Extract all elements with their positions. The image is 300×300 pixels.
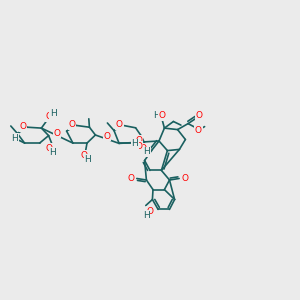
Text: O: O	[54, 129, 61, 138]
Text: O: O	[135, 142, 142, 151]
Text: H: H	[143, 211, 150, 220]
Text: O: O	[80, 151, 88, 160]
Text: O: O	[195, 126, 202, 135]
Text: H: H	[144, 147, 150, 156]
Text: O: O	[45, 112, 52, 121]
Text: O: O	[136, 136, 142, 145]
Text: O: O	[196, 111, 203, 120]
Text: O: O	[146, 207, 154, 216]
Text: H: H	[154, 111, 160, 120]
Text: H: H	[85, 154, 91, 164]
Text: O: O	[139, 144, 146, 153]
Text: O: O	[128, 174, 135, 183]
Text: O: O	[158, 111, 166, 120]
Text: H: H	[12, 134, 18, 143]
Text: O: O	[19, 122, 26, 131]
Text: H: H	[50, 148, 56, 157]
Text: O: O	[104, 132, 111, 141]
Text: O: O	[181, 174, 188, 183]
Text: O: O	[68, 120, 75, 129]
Text: O: O	[45, 144, 52, 153]
Text: H: H	[50, 109, 57, 118]
Text: O: O	[116, 120, 123, 129]
Text: H: H	[132, 140, 138, 148]
